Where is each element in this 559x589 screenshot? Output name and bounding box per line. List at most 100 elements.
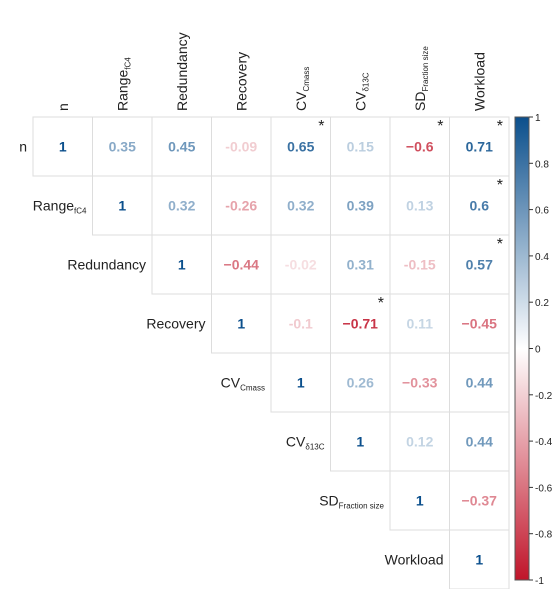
- colorbar: [514, 116, 530, 581]
- row-label-redundancy: Redundancy: [67, 257, 146, 273]
- value-label-7-7: 1: [475, 552, 483, 568]
- cell-2-6: [389, 234, 450, 295]
- value-label-1-1: 1: [118, 198, 126, 214]
- column-label-cv_cmass-main: CV: [293, 91, 309, 111]
- column-label-cv_d13c-main: CV: [352, 91, 368, 111]
- cell-1-1: [92, 175, 153, 236]
- cell-4-4: [270, 352, 331, 413]
- row-label-cv_d13c: CVδ13C: [286, 434, 325, 452]
- colorbar-tick-label-10: -1: [535, 576, 544, 587]
- value-label-6-7: −0.37: [462, 493, 498, 509]
- row-label-workload-main: Workload: [385, 552, 444, 568]
- value-label-1-5: 0.39: [347, 198, 374, 214]
- column-label-workload-main: Workload: [471, 52, 487, 111]
- value-label-1-3: -0.26: [225, 198, 257, 214]
- row-label-sd_fraction-sub: Fraction size: [339, 502, 385, 511]
- value-label-5-5: 1: [356, 434, 364, 450]
- colorbar-tick-label-6: -0.2: [535, 391, 553, 402]
- row-label-cv_d13c-sub: δ13C: [305, 443, 324, 452]
- significance-marker-0-4: *: [318, 118, 324, 135]
- column-label-redundancy: Redundancy: [174, 32, 190, 111]
- colorbar-tick-label-5: 0: [535, 345, 541, 356]
- value-labels: 1 0.35 0.45 -0.09 0.65 0.15 −0.6 0.71 1 0.32 -0.26…: [59, 139, 497, 568]
- value-label-1-2: 0.32: [168, 198, 195, 214]
- column-label-sd_fraction-sub: Fraction size: [421, 46, 430, 92]
- colorbar-tick-label-2: 0.6: [535, 206, 549, 217]
- cell-2-2: [151, 234, 212, 295]
- cell-2-5: [330, 234, 391, 295]
- cell-4-6: [389, 352, 450, 413]
- row-label-cv_cmass-main: CV: [221, 375, 241, 391]
- row-label-range-sub: fC4: [74, 207, 87, 216]
- row-label-n: n: [19, 139, 27, 155]
- column-label-cv_cmass-sub: Cmass: [302, 67, 311, 92]
- column-label-workload: Workload: [471, 52, 487, 111]
- column-labels: n RangefC4 Redundancy Recovery CVCmassCVδ13C…: [55, 32, 488, 111]
- colorbar-tick-label-3: 0.4: [535, 252, 549, 263]
- significance-marker-3-5: *: [378, 295, 384, 312]
- value-label-4-7: 0.44: [466, 375, 493, 391]
- column-label-cv_d13c-sub: δ13C: [361, 72, 370, 91]
- column-label-redundancy-main: Redundancy: [174, 32, 190, 111]
- colorbar-tick-label-8: -0.6: [535, 483, 553, 494]
- column-label-cv_d13c: CVδ13C: [352, 72, 370, 111]
- column-label-recovery-main: Recovery: [233, 52, 249, 111]
- row-labels: nRangefC4RedundancyRecoveryCVCmassCVδ13C…: [19, 139, 443, 568]
- value-label-1-7: 0.6: [470, 198, 490, 214]
- row-label-n-main: n: [19, 139, 27, 155]
- significance-marker-2-7: *: [497, 236, 503, 253]
- row-label-workload: Workload: [385, 552, 444, 568]
- significance-marker-1-7: *: [497, 177, 503, 194]
- column-label-range-sub: fC4: [123, 57, 132, 70]
- value-label-6-6: 1: [416, 493, 424, 509]
- column-label-sd_fraction: SDFraction size: [412, 46, 430, 111]
- value-label-0-3: -0.09: [225, 139, 257, 155]
- value-label-0-4: 0.65: [287, 139, 314, 155]
- value-label-0-5: 0.15: [347, 139, 374, 155]
- row-label-range-main: Range: [33, 198, 74, 214]
- colorbar-tick-label-9: -0.8: [535, 530, 553, 541]
- cell-2-4: [270, 234, 331, 295]
- value-label-4-6: −0.33: [402, 375, 438, 391]
- value-label-0-2: 0.45: [168, 139, 195, 155]
- value-label-5-7: 0.44: [466, 434, 493, 450]
- value-label-3-7: −0.45: [462, 316, 498, 332]
- cell-0-5: [330, 116, 391, 177]
- row-label-recovery: Recovery: [146, 316, 205, 332]
- column-label-recovery: Recovery: [233, 52, 249, 111]
- cell-0-7: [449, 116, 510, 177]
- column-label-sd_fraction-main: SD: [412, 92, 428, 111]
- value-label-3-4: -0.1: [289, 316, 313, 332]
- cell-0-1: [92, 116, 153, 177]
- significance-marker-0-6: *: [437, 118, 443, 135]
- value-label-5-6: 0.12: [406, 434, 433, 450]
- value-label-2-4: -0.02: [285, 257, 317, 273]
- column-label-n: n: [55, 103, 71, 111]
- significance-markers: * * * * * *: [318, 118, 503, 312]
- cell-3-7: [449, 293, 510, 354]
- value-label-0-1: 0.35: [109, 139, 136, 155]
- cell-5-7: [449, 411, 510, 472]
- row-label-sd_fraction-main: SD: [319, 493, 338, 509]
- row-label-cv_d13c-main: CV: [286, 434, 306, 450]
- value-label-2-7: 0.57: [466, 257, 493, 273]
- value-label-0-7: 0.71: [466, 139, 493, 155]
- colorbar-tick-label-0: 1: [535, 113, 541, 124]
- row-label-sd_fraction: SDFraction size: [319, 493, 384, 511]
- row-label-range: RangefC4: [33, 198, 87, 216]
- column-label-n-main: n: [55, 103, 71, 111]
- value-label-3-3: 1: [237, 316, 245, 332]
- colorbar-tick-label-7: -0.4: [535, 437, 553, 448]
- value-label-0-6: −0.6: [406, 139, 434, 155]
- cell-0-2: [151, 116, 212, 177]
- cell-3-4: [270, 293, 331, 354]
- row-label-cv_cmass-sub: Cmass: [240, 384, 265, 393]
- cell-3-6: [389, 293, 450, 354]
- cell-0-0: [32, 116, 93, 177]
- value-label-1-6: 0.13: [406, 198, 433, 214]
- value-label-4-5: 0.26: [347, 375, 374, 391]
- cell-1-2: [151, 175, 212, 236]
- cell-4-5: [330, 352, 391, 413]
- column-label-cv_cmass: CVCmass: [293, 67, 311, 111]
